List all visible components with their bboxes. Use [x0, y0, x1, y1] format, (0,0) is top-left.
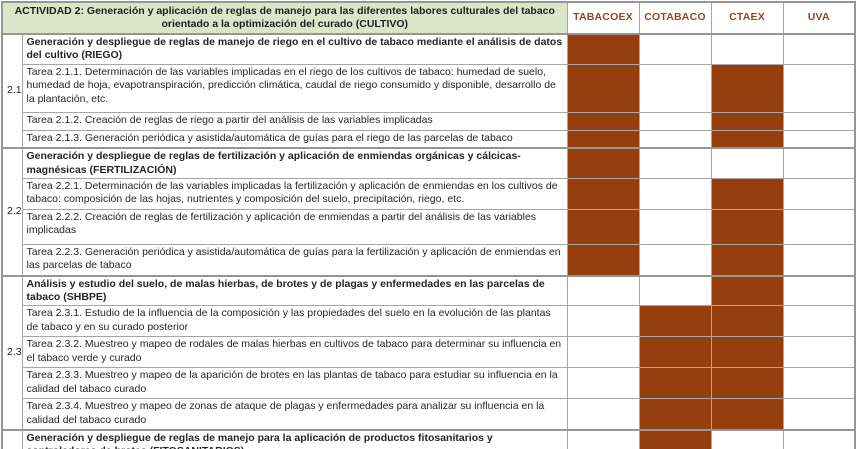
participation-mark-cell-cotabaco [638, 305, 712, 338]
participation-mark-cell-cotabaco [638, 367, 712, 400]
table-row: 2.2.Generación y despliegue de reglas de… [1, 147, 856, 277]
group-header-cell: Análisis y estudio del suelo, de malas h… [21, 274, 568, 307]
table-row: Tarea 2.1.3. Generación periódica y asis… [2, 129, 856, 149]
group-header-cell: Generación y despliegue de reglas de man… [21, 32, 568, 65]
participation-mark-cell-tabacoex [566, 63, 640, 114]
empty-mark-cell-cotabaco [638, 32, 712, 65]
table-row: Tarea 2.3.2. Muestreo y mapeo de rodales… [2, 336, 856, 369]
empty-mark-cell-uva [782, 208, 856, 245]
task-cell: Tarea 2.1.3. Generación periódica y asis… [21, 129, 568, 149]
empty-mark-cell-ctaex [710, 147, 784, 179]
participation-mark-cell-ctaex [710, 274, 784, 307]
table-row: 2.4.Generación y despliegue de reglas de… [1, 428, 856, 449]
empty-mark-cell-cotabaco [638, 147, 712, 179]
participation-mark-cell-ctaex [710, 367, 784, 400]
empty-mark-cell-cotabaco [638, 208, 712, 245]
table-row: 2.3.Análisis y estudio del suelo, de mal… [1, 274, 856, 431]
table-row: Tarea 2.2.3. Generación periódica y asis… [2, 243, 856, 277]
participation-mark-cell-ctaex [710, 177, 784, 210]
task-cell: Tarea 2.2.1. Determinación de las variab… [21, 177, 568, 210]
participation-mark-cell-ctaex [710, 336, 784, 369]
participation-mark-cell-tabacoex [566, 147, 640, 179]
table-row: Tarea 2.1.1. Determinación de las variab… [2, 63, 856, 114]
table-row: Tarea 2.3.1. Estudio de la influencia de… [2, 305, 856, 338]
empty-mark-cell-ctaex [710, 428, 784, 449]
empty-mark-cell-uva [782, 274, 856, 307]
participation-mark-cell-tabacoex [566, 208, 640, 245]
table-row: Tarea 2.2.1. Determinación de las variab… [2, 177, 856, 210]
empty-mark-cell-tabacoex [566, 428, 640, 449]
participation-mark-cell-tabacoex [566, 243, 640, 277]
table-header-row: ACTIVIDAD 2: Generación y aplicación de … [1, 1, 856, 35]
task-cell: Tarea 2.2.2. Creación de reglas de ferti… [21, 208, 568, 245]
activity-title-cell: ACTIVIDAD 2: Generación y aplicación de … [1, 1, 568, 35]
empty-mark-cell-uva [782, 367, 856, 400]
participation-mark-cell-tabacoex [566, 177, 640, 210]
empty-mark-cell-uva [782, 243, 856, 277]
table-row: Tarea 2.3.4. Muestreo y mapeo de zonas d… [2, 398, 856, 431]
empty-mark-cell-uva [782, 129, 856, 149]
task-cell: Tarea 2.1.1. Determinación de las variab… [21, 63, 568, 114]
participation-mark-cell-tabacoex [566, 129, 640, 149]
participation-mark-cell-ctaex [710, 129, 784, 149]
table-row: 2.1.Generación y despliegue de reglas de… [1, 32, 856, 149]
participation-mark-cell-cotabaco [638, 428, 712, 449]
group-id-cell: 2.2. [1, 147, 23, 277]
empty-mark-cell-cotabaco [638, 63, 712, 114]
empty-mark-cell-cotabaco [638, 177, 712, 210]
empty-mark-cell-uva [782, 147, 856, 179]
table-row: Tarea 2.1.2. Creación de reglas de riego… [2, 112, 856, 131]
task-cell: Tarea 2.3.4. Muestreo y mapeo de zonas d… [21, 398, 568, 431]
participation-mark-cell-ctaex [710, 208, 784, 245]
participation-mark-cell-ctaex [710, 63, 784, 114]
empty-mark-cell-uva [782, 305, 856, 338]
participation-mark-cell-cotabaco [638, 398, 712, 431]
empty-mark-cell-uva [782, 428, 856, 449]
empty-mark-cell-uva [782, 32, 856, 65]
empty-mark-cell-cotabaco [638, 274, 712, 307]
empty-mark-cell-cotabaco [638, 243, 712, 277]
participation-mark-cell-tabacoex [566, 32, 640, 65]
table-row: Tarea 2.2.2. Creación de reglas de ferti… [2, 208, 856, 245]
empty-mark-cell-tabacoex [566, 274, 640, 307]
empty-mark-cell-tabacoex [566, 305, 640, 338]
group-header-cell: Generación y despliegue de reglas de fer… [21, 147, 568, 179]
org-column-header: TABACOEX [566, 1, 640, 35]
participation-mark-cell-ctaex [710, 398, 784, 431]
participation-mark-cell-ctaex [710, 305, 784, 338]
empty-mark-cell-ctaex [710, 32, 784, 65]
empty-mark-cell-uva [782, 63, 856, 114]
task-cell: Tarea 2.3.2. Muestreo y mapeo de rodales… [21, 336, 568, 369]
group-id-cell: 2.4. [1, 428, 23, 449]
participation-mark-cell-tabacoex [566, 112, 640, 131]
empty-mark-cell-uva [782, 177, 856, 210]
empty-mark-cell-cotabaco [638, 129, 712, 149]
table-row: Tarea 2.3.3. Muestreo y mapeo de la apar… [2, 367, 856, 400]
empty-mark-cell-tabacoex [566, 367, 640, 400]
task-cell: Tarea 2.1.2. Creación de reglas de riego… [21, 112, 568, 131]
empty-mark-cell-uva [782, 398, 856, 431]
task-cell: Tarea 2.3.1. Estudio de la influencia de… [21, 305, 568, 338]
empty-mark-cell-uva [782, 112, 856, 131]
group-id-cell: 2.3. [1, 274, 23, 431]
empty-mark-cell-tabacoex [566, 336, 640, 369]
org-column-header: UVA [782, 1, 856, 35]
group-id-cell: 2.1. [1, 32, 23, 149]
participation-mark-cell-ctaex [710, 243, 784, 277]
task-cell: Tarea 2.3.3. Muestreo y mapeo de la apar… [21, 367, 568, 400]
org-column-header: CTAEX [710, 1, 784, 35]
participation-mark-cell-ctaex [710, 112, 784, 131]
participation-mark-cell-cotabaco [638, 336, 712, 369]
org-column-header: COTABACO [638, 1, 712, 35]
group-header-cell: Generación y despliegue de reglas de man… [21, 428, 568, 449]
empty-mark-cell-tabacoex [566, 398, 640, 431]
empty-mark-cell-uva [782, 336, 856, 369]
empty-mark-cell-cotabaco [638, 112, 712, 131]
task-cell: Tarea 2.2.3. Generación periódica y asis… [21, 243, 568, 277]
